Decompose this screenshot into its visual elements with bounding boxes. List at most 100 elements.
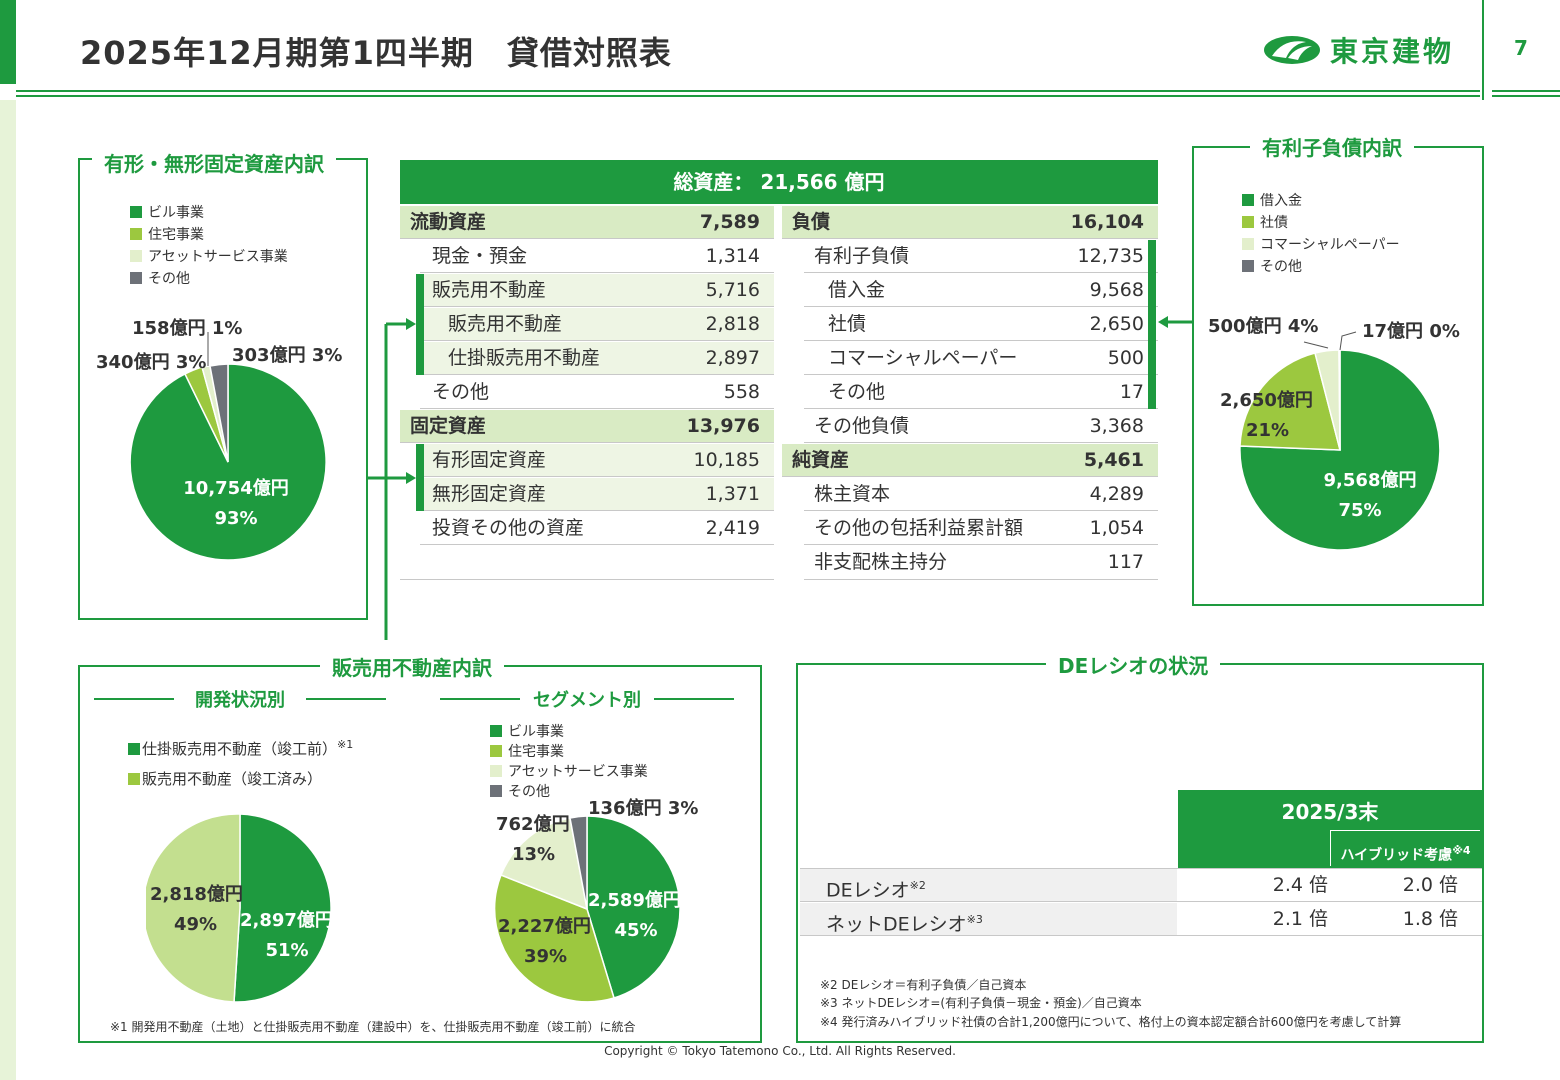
sales-property-title: 販売用不動産内訳: [320, 652, 504, 681]
segment-legend: ビル事業 住宅事業 アセットサービス事業 その他: [490, 722, 648, 802]
legend-item: アセットサービス事業: [130, 246, 288, 268]
bs-row-other-liabilities: その他負債 3,368: [804, 410, 1158, 443]
pie-slice-loans: [1240, 350, 1440, 550]
pie-label-other: 303億円 3%: [232, 345, 343, 366]
leader-line: [1303, 331, 1357, 351]
bs-row-investments: 投資その他の資産 2,419: [420, 512, 774, 545]
pie-label-loans-pct: 75%: [1338, 500, 1382, 521]
pie-label-cp: 500億円 4%: [1208, 316, 1319, 337]
legend-item: コマーシャルペーパー: [1242, 234, 1400, 256]
de-note: ※2 DEレシオ＝有利子負債／自己資本: [820, 978, 1027, 992]
legend-item: 借入金: [1242, 190, 1400, 212]
total-assets-header: 総資産： 21,566 億円: [400, 160, 1158, 204]
fixed-assets-legend: ビル事業 住宅事業 アセットサービス事業 その他: [130, 202, 288, 290]
bs-row-accumulated-oci: その他の包括利益累計額 1,054: [804, 512, 1158, 545]
pie-slice-in-progress: [233, 814, 332, 1002]
pie-label-asset-service: 158億円 1%: [132, 318, 243, 339]
interest-debt-title: 有利子負債内訳: [1250, 132, 1414, 161]
pie-slice-other: [569, 816, 588, 910]
bs-row-completed-real-estate: 販売用不動産 2,818: [420, 308, 774, 341]
page-title: 2025年12月期第1四半期 貸借対照表: [80, 34, 672, 72]
pie-label-building: 10,754億円: [183, 478, 289, 499]
sub-title-rule: [654, 698, 734, 700]
header-rule: [1492, 90, 1560, 92]
sub-title-rule: [94, 698, 174, 700]
pie-label-residential: 2,227億円: [498, 916, 591, 937]
company-logo-icon: [1264, 36, 1320, 64]
net-de-ratio-row: ネットDEレシオ※3 2.1 倍 1.8 倍: [800, 903, 1482, 936]
pie-slice-completed: [146, 814, 241, 1002]
bs-row-real-estate-for-sale: 販売用不動産 5,716: [420, 274, 774, 307]
pie-label-other: 136億円 3%: [588, 798, 699, 819]
pie-label-building: 2,589億円: [588, 890, 681, 911]
interest-debt-pie: [1240, 350, 1440, 550]
pie-label-building-pct: 45%: [614, 920, 658, 941]
legend-item: その他: [1242, 256, 1400, 278]
bs-bracket-bar: [1148, 240, 1156, 409]
sub-title-rule: [306, 698, 386, 700]
pie-label-completed-pct: 49%: [174, 914, 218, 935]
dev-legend: 仕掛販売用不動産（竣工前）※1 販売用不動産（竣工済み）: [128, 730, 353, 794]
header-accent-bar: [0, 0, 16, 84]
pie-label-building-pct: 93%: [214, 508, 258, 529]
side-accent-bar: [0, 100, 16, 1080]
bs-bracket-bar: [416, 444, 424, 511]
de-note: ※3 ネットDEレシオ=(有利子負債－現金・預金)／自己資本: [820, 996, 1142, 1010]
fixed-assets-pie: [130, 364, 326, 560]
pie-label-asset-service-pct: 13%: [512, 844, 556, 865]
bs-row-real-estate-in-progress: 仕掛販売用不動産 2,897: [420, 342, 774, 375]
legend-item: 住宅事業: [130, 224, 288, 246]
pie-slice-bonds: [1240, 352, 1341, 451]
de-ratio-row: DEレシオ※2 2.4 倍 2.0 倍: [800, 869, 1482, 902]
pie-slice-asset-service: [500, 817, 588, 911]
interest-debt-legend: 借入金 社債 コマーシャルペーパー その他: [1242, 190, 1400, 278]
copyright: Copyright © Tokyo Tatemono Co., Ltd. All…: [604, 1044, 956, 1058]
pie-label-asset-service: 762億円: [496, 814, 570, 835]
de-ratio-title: DEレシオの状況: [1046, 650, 1221, 679]
legend-item: 販売用不動産（竣工済み）: [128, 764, 353, 794]
pie-label-in-progress-pct: 51%: [265, 940, 309, 961]
bs-row-net-assets: 純資産 5,461: [782, 444, 1158, 477]
legend-item: その他: [490, 782, 648, 802]
header-rule: [16, 95, 1480, 97]
header-rule: [1492, 95, 1560, 97]
bs-row-interest-bearing-debt: 有利子負債 12,735: [804, 240, 1158, 273]
segment-pie: [494, 816, 680, 1002]
bs-row-intangible-assets: 無形固定資産 1,371: [420, 478, 774, 511]
bs-row-other-current: その他 558: [420, 376, 774, 409]
pie-slice-other: [1338, 350, 1341, 451]
header-separator: [1482, 0, 1484, 100]
pie-label-in-progress: 2,897億円: [240, 910, 333, 931]
segment-title: セグメント別: [533, 690, 641, 711]
bs-bracket-bar: [416, 274, 424, 375]
bs-row-other-debt: その他 17: [804, 376, 1158, 409]
pie-label-bonds-pct: 21%: [1246, 420, 1290, 441]
bs-row-non-controlling: 非支配株主持分 117: [804, 546, 1158, 580]
page-number: 7: [1514, 36, 1528, 60]
bs-row-liabilities: 負債 16,104: [782, 206, 1158, 239]
pie-label-bonds: 2,650億円: [1220, 390, 1313, 411]
dev-status-title: 開発状況別: [195, 690, 285, 711]
company-name: 東京建物: [1330, 35, 1455, 68]
bs-row-shareholders-equity: 株主資本 4,289: [804, 478, 1158, 511]
leader-line: [207, 332, 209, 366]
pie-slice-building: [586, 816, 680, 999]
bs-row-current-assets: 流動資産 7,589: [400, 206, 774, 239]
legend-item: 社債: [1242, 212, 1400, 234]
legend-item: ビル事業: [490, 722, 648, 742]
de-ratio-hybrid-header: ハイブリッド考慮※4: [1330, 830, 1480, 866]
bs-row-tangible-assets: 有形固定資産 10,185: [420, 444, 774, 477]
legend-item: 住宅事業: [490, 742, 648, 762]
pie-label-other: 17億円 0%: [1362, 321, 1460, 342]
header-rule: [16, 90, 1480, 92]
pie-slice-residential: [494, 874, 615, 1002]
bs-row-loans: 借入金 9,568: [804, 274, 1158, 307]
bs-row-bonds: 社債 2,650: [804, 308, 1158, 341]
table-rule: [800, 868, 1482, 869]
pie-label-residential: 340億円 3%: [96, 352, 207, 373]
pie-label-loans: 9,568億円: [1323, 470, 1417, 491]
sales-property-footnote: ※1 開発用不動産（土地）と仕掛販売用不動産（建設中）を、仕掛販売用不動産（竣工…: [110, 1020, 636, 1034]
fixed-assets-title: 有形・無形固定資産内訳: [92, 148, 336, 177]
bs-row-fixed-assets: 固定資産 13,976: [400, 410, 774, 443]
